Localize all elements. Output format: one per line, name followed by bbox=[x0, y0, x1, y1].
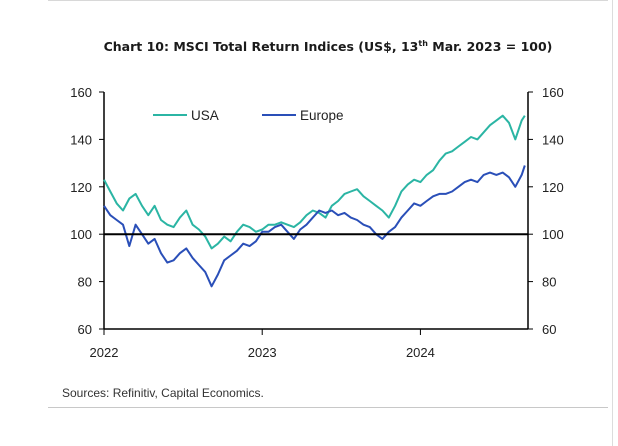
y-tick-label-left: 60 bbox=[78, 322, 92, 337]
x-tick-label: 2024 bbox=[406, 345, 435, 360]
y-tick-label-left: 80 bbox=[78, 275, 92, 290]
x-tick-label: 2022 bbox=[90, 345, 119, 360]
y-tick-label-left: 100 bbox=[70, 227, 92, 242]
legend-label-europe: Europe bbox=[300, 108, 344, 123]
y-tick-label-right: 60 bbox=[542, 322, 556, 337]
chart-title-main: Chart 10: MSCI Total Return Indices (US$… bbox=[103, 39, 419, 55]
series-line-europe bbox=[103, 165, 526, 288]
y-tick-label-right: 120 bbox=[542, 180, 564, 195]
chart-title-rest: Mar. 2023 = 100) bbox=[427, 39, 553, 55]
chart-title: Chart 10: MSCI Total Return Indices (US$… bbox=[48, 39, 608, 54]
y-tick-label-right: 140 bbox=[542, 132, 564, 147]
source-note: Sources: Refinitiv, Capital Economics. bbox=[62, 386, 264, 400]
legend-label-usa: USA bbox=[191, 108, 219, 123]
right-border bbox=[612, 0, 613, 446]
y-tick-label-left: 120 bbox=[70, 180, 92, 195]
y-tick-label-left: 140 bbox=[70, 132, 92, 147]
y-tick-label-right: 100 bbox=[542, 227, 564, 242]
y-tick-label-right: 80 bbox=[542, 275, 556, 290]
y-tick-label-right: 160 bbox=[542, 85, 564, 100]
y-tick-label-left: 160 bbox=[70, 85, 92, 100]
series-line-usa bbox=[103, 114, 526, 250]
x-tick-label: 2023 bbox=[248, 345, 277, 360]
chart-title-sup: th bbox=[418, 39, 428, 48]
